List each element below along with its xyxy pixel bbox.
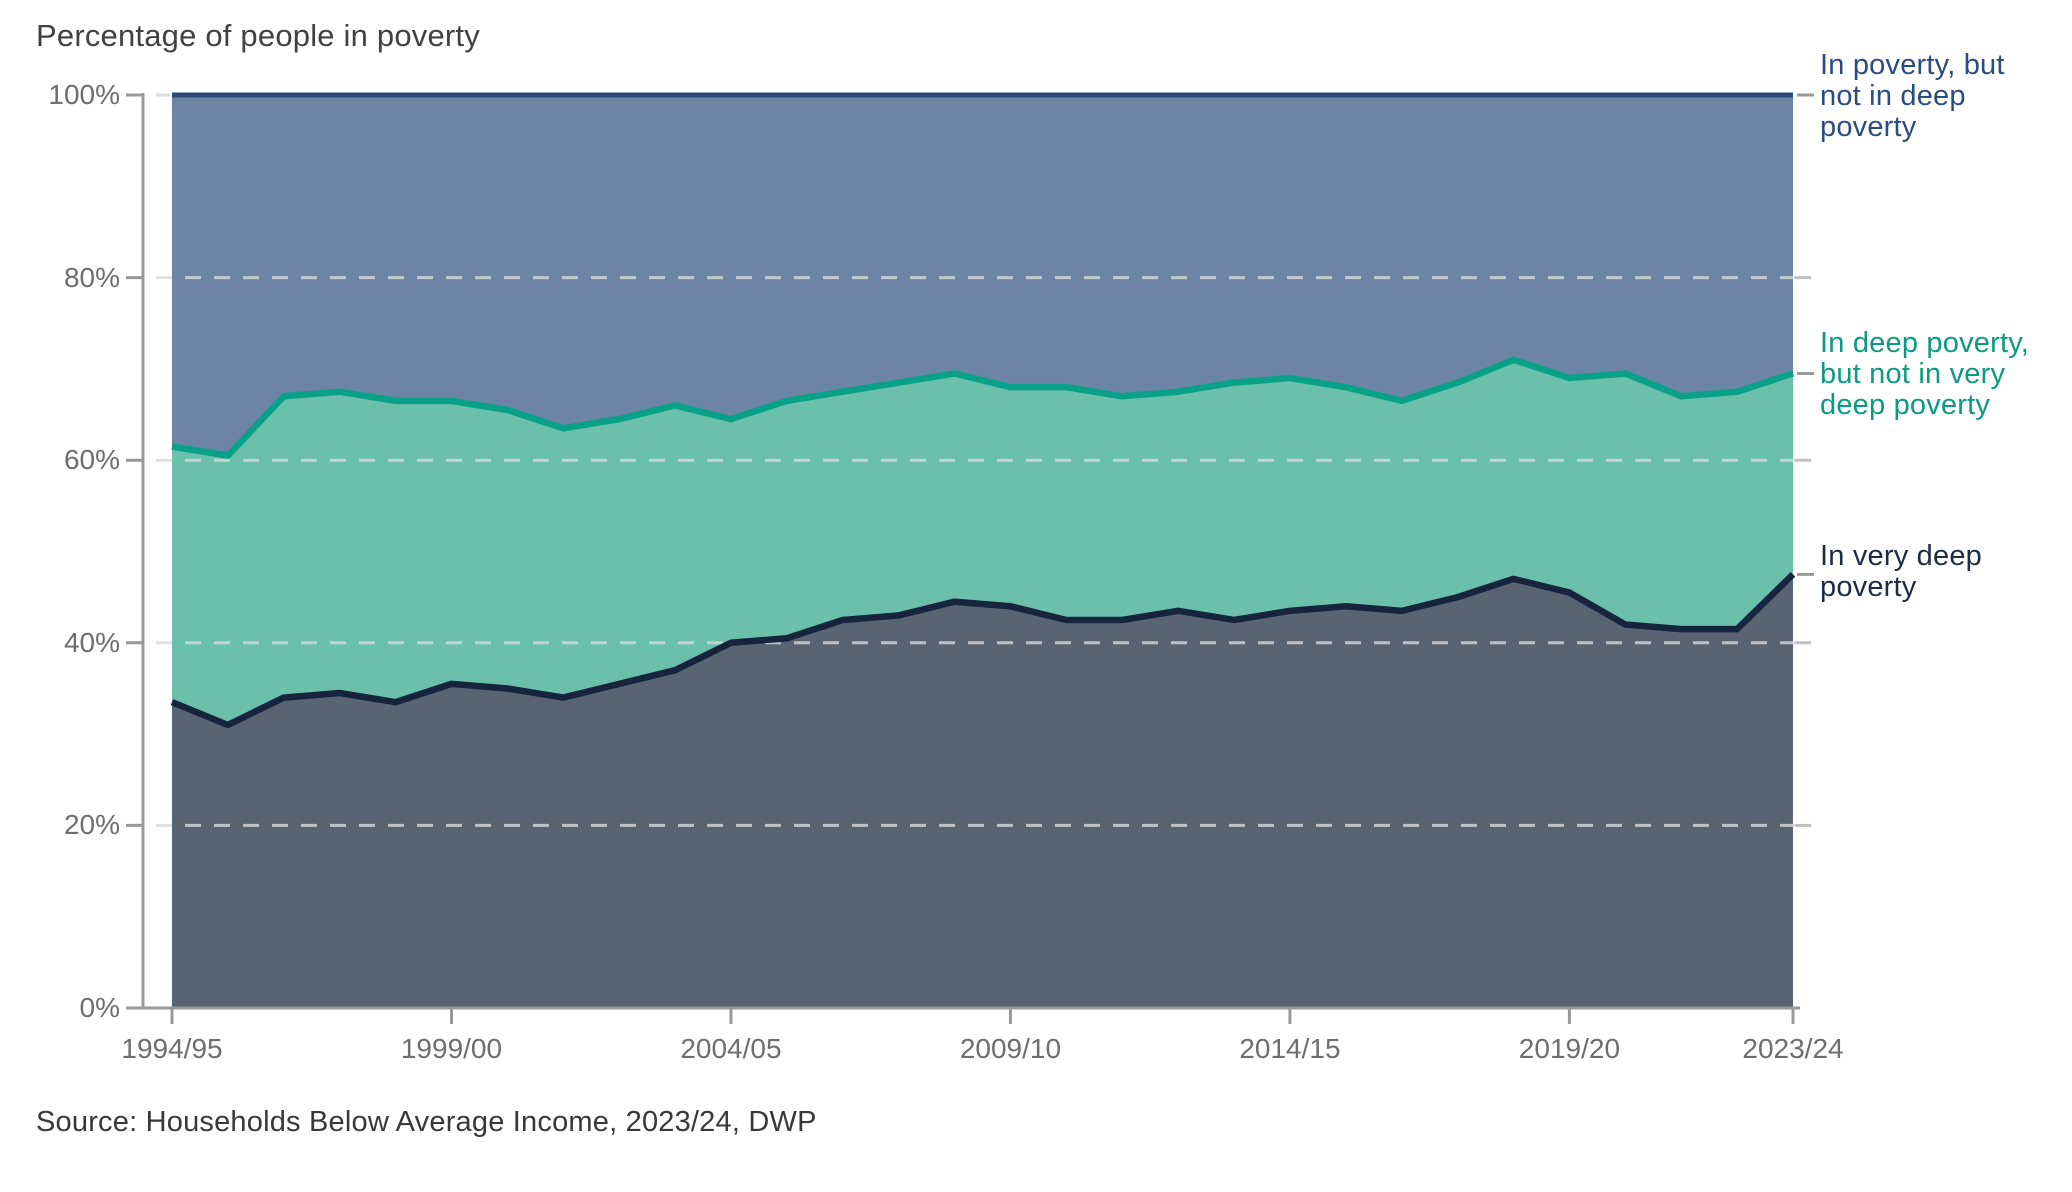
series-label-1: In deep poverty, but not in very deep po…	[1820, 327, 2030, 421]
x-axis-label-2009/10: 2009/10	[959, 1033, 1062, 1064]
x-axis-label-2019/20: 2019/20	[1518, 1033, 1621, 1064]
y-axis-label-20%: 20%	[63, 809, 120, 841]
y-axis-label-0%: 0%	[79, 992, 120, 1023]
y-axis-label-100%: 100%	[48, 79, 120, 110]
area-deep-not-very-deep-poverty	[172, 359, 1793, 725]
x-axis-label-2023/24: 2023/24	[1742, 1033, 1844, 1064]
x-axis-label-2014/15: 2014/15	[1239, 1033, 1341, 1064]
series-label-0: In very deep poverty	[1820, 540, 1982, 603]
series-label-2: In poverty, but not in deep poverty	[1820, 49, 2005, 143]
x-axis-label-2004/05: 2004/05	[680, 1033, 782, 1064]
y-axis-label-60%: 60%	[63, 444, 120, 476]
x-axis-label-1999/00: 1999/00	[400, 1033, 503, 1064]
source-note: Source: Households Below Average Income,…	[36, 1106, 817, 1138]
chart-title: Percentage of people in poverty	[36, 18, 480, 53]
line-deep-poverty-boundary	[171, 356, 1795, 459]
area-very-deep-poverty	[172, 574, 1793, 1008]
x-axis-label-1994/95: 1994/95	[121, 1033, 223, 1064]
line-very-deep-poverty-boundary	[170, 572, 1796, 729]
area-poverty-not-deep	[172, 95, 1793, 456]
y-axis-label-40%: 40%	[63, 626, 120, 658]
y-axis-label-80%: 80%	[63, 261, 120, 293]
